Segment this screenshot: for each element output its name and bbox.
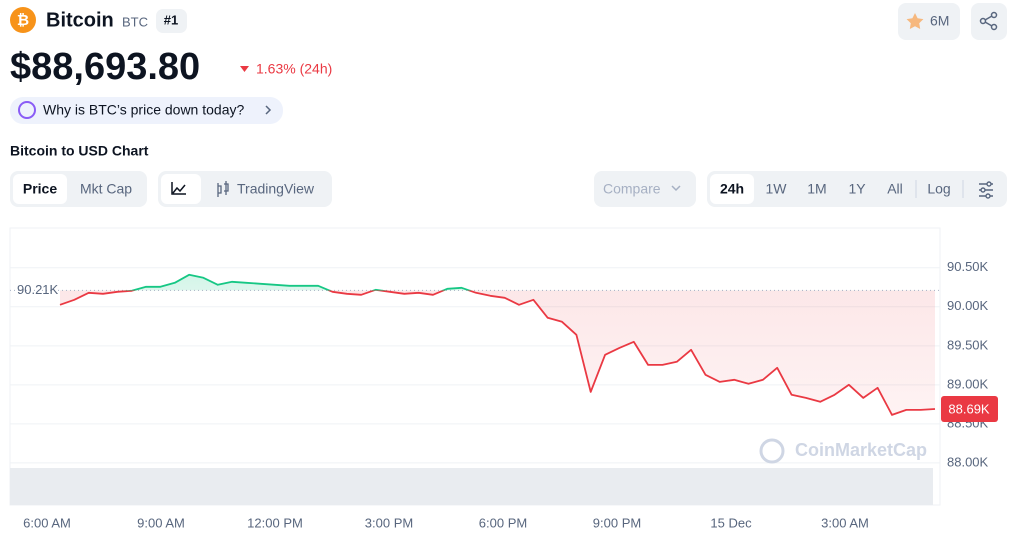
y-tick-label: 89.50K (947, 337, 989, 352)
y-tick-label: 89.00K (947, 376, 989, 391)
range-active[interactable] (710, 174, 754, 204)
down-arrow (240, 66, 249, 72)
tab-active[interactable] (13, 174, 67, 204)
x-tick-label: 3:00 PM (365, 515, 413, 530)
line-icon (171, 182, 186, 195)
y-tick-label: 90.50K (947, 259, 989, 274)
range-tab[interactable]: All (887, 181, 903, 197)
log-toggle[interactable]: Log (927, 181, 950, 197)
x-tick-label: 6:00 AM (23, 515, 71, 530)
star-icon (906, 13, 924, 29)
ai-icon (18, 101, 36, 119)
settings-icon[interactable] (979, 181, 993, 199)
watermark: CoinMarketCap (795, 440, 927, 460)
ai-prompt: Why is BTC’s price down today? (43, 102, 244, 118)
ai-prompt-pill[interactable] (10, 97, 283, 124)
price-line (59, 273, 936, 416)
view-tab[interactable]: Mkt Cap (80, 181, 132, 197)
watchlist-count: 6M (930, 13, 949, 29)
coin-symbol: BTC (122, 14, 148, 29)
candle-icon (217, 181, 229, 197)
coin-logo (10, 7, 36, 33)
x-tick-label: 9:00 AM (137, 515, 185, 530)
compare-label: Compare (603, 181, 661, 197)
x-tick-label: 12:00 PM (247, 515, 303, 530)
current-badge (941, 396, 998, 423)
y-tick-label: 90.00K (947, 298, 989, 313)
chevron (265, 105, 272, 115)
share-button[interactable] (971, 3, 1007, 40)
range-tab[interactable]: 1W (766, 181, 788, 197)
range-tab[interactable]: 1Y (848, 181, 866, 197)
chart-section-title: Bitcoin to USD Chart (10, 143, 149, 159)
watchlist-button[interactable] (898, 3, 960, 40)
compare-button[interactable] (594, 171, 696, 207)
x-tick-label: 9:00 PM (593, 515, 641, 530)
tool-tab[interactable]: TradingView (237, 181, 315, 197)
y-tick-label: 88.00K (947, 454, 989, 469)
rank-pill (156, 9, 187, 33)
range-tabs (707, 171, 1007, 207)
x-tick-label: 6:00 PM (479, 515, 527, 530)
chevron (671, 185, 681, 192)
view-tab[interactable]: Price (23, 181, 57, 197)
range-tab[interactable]: 1M (807, 181, 826, 197)
price-change: 1.63% (24h) (256, 61, 332, 77)
rank: #1 (164, 12, 178, 27)
watermark-logo (759, 438, 785, 464)
coin-name: Bitcoin (46, 9, 114, 31)
volume-band (10, 468, 933, 505)
logo-glyph: ₿ (17, 12, 29, 29)
x-tick-label: 3:00 AM (821, 515, 869, 530)
tool-tabs (158, 171, 332, 207)
range-tab[interactable]: 24h (720, 181, 744, 197)
x-tick-label: 15 Dec (710, 515, 752, 530)
price: $88,693.80 (10, 46, 200, 88)
current-label: 88.69K (948, 401, 990, 416)
share-icon (979, 11, 998, 31)
reference-label: 90.21K (17, 282, 59, 297)
